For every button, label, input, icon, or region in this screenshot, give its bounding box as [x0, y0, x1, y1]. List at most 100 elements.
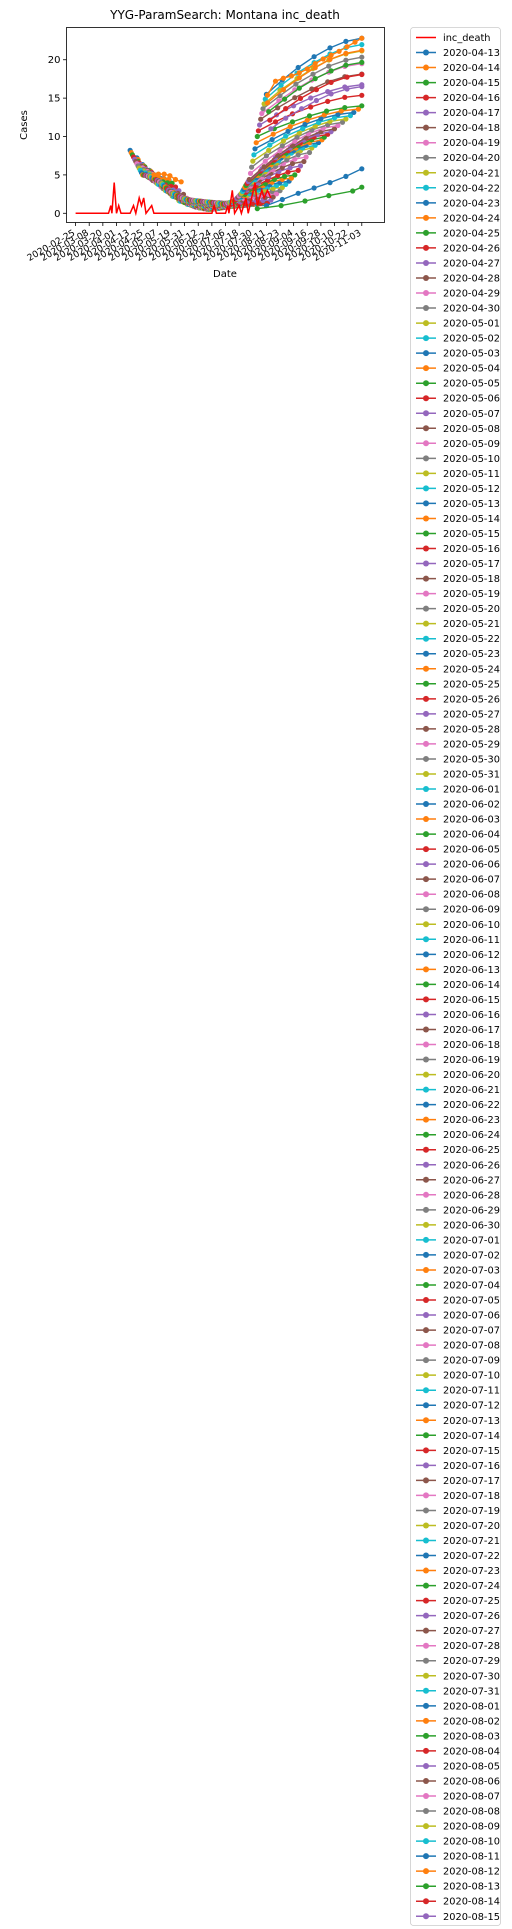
legend-label: 2020-06-23: [443, 1115, 500, 1126]
forecast-point: [256, 128, 261, 133]
forecast-point: [297, 86, 302, 91]
legend-marker: [423, 1312, 429, 1318]
legend-marker: [423, 455, 429, 461]
legend-marker: [423, 1883, 429, 1889]
forecast-point: [313, 61, 318, 66]
forecast-point: [342, 95, 347, 100]
legend-label: 2020-08-04: [443, 1746, 500, 1757]
legend-label: 2020-05-05: [443, 379, 500, 390]
forecast-point: [260, 106, 265, 111]
legend-label: 2020-07-30: [443, 1671, 500, 1682]
legend-marker: [423, 1658, 429, 1664]
legend-label: 2020-04-16: [443, 93, 500, 104]
legend-marker: [423, 591, 429, 597]
forecast-point: [281, 87, 286, 92]
forecast-point: [343, 58, 348, 63]
legend-marker: [423, 651, 429, 657]
legend-marker: [423, 621, 429, 627]
legend-marker: [423, 1868, 429, 1874]
legend-marker: [423, 1177, 429, 1183]
legend-label: 2020-07-21: [443, 1536, 500, 1547]
forecast-point: [167, 173, 172, 178]
legend-marker: [423, 861, 429, 867]
legend-label: 2020-05-11: [443, 469, 500, 480]
forecast-point: [327, 180, 332, 185]
legend-label: 2020-05-31: [443, 769, 500, 780]
legend-label: 2020-08-06: [443, 1776, 500, 1787]
legend-label: 2020-05-10: [443, 454, 500, 465]
legend-marker: [423, 1898, 429, 1904]
legend-label: 2020-06-08: [443, 890, 500, 901]
legend-label: 2020-05-01: [443, 319, 500, 330]
legend-marker: [423, 50, 429, 56]
legend-marker: [423, 1342, 429, 1348]
legend-label: 2020-05-16: [443, 544, 500, 555]
forecast-point: [359, 166, 364, 171]
legend-label: 2020-07-15: [443, 1446, 500, 1457]
forecast-point: [288, 124, 293, 129]
legend-label: 2020-04-17: [443, 108, 500, 119]
legend-label: 2020-08-10: [443, 1837, 500, 1848]
legend-marker: [423, 515, 429, 521]
legend-marker: [423, 936, 429, 942]
legend-marker: [423, 831, 429, 837]
legend-label: 2020-04-23: [443, 198, 500, 209]
forecast-point: [270, 137, 275, 142]
legend-label: 2020-08-08: [443, 1807, 500, 1818]
legend-label: 2020-08-12: [443, 1867, 500, 1878]
legend-marker: [423, 320, 429, 326]
forecast-point: [337, 49, 342, 54]
legend-marker: [423, 140, 429, 146]
legend-label: 2020-07-25: [443, 1596, 500, 1607]
legend-label: 2020-07-29: [443, 1656, 500, 1667]
legend-label: 2020-07-11: [443, 1386, 500, 1397]
legend-label: 2020-05-18: [443, 574, 500, 585]
y-axis-label: Cases: [19, 110, 30, 140]
forecast-point: [307, 113, 312, 118]
x-axis-label: Date: [213, 269, 237, 280]
legend-label: 2020-06-24: [443, 1130, 500, 1141]
legend-label: 2020-04-24: [443, 213, 500, 224]
forecast-point: [255, 206, 260, 211]
legend-label: 2020-06-09: [443, 905, 500, 916]
legend-label: 2020-08-07: [443, 1792, 500, 1803]
legend-label: 2020-07-24: [443, 1581, 500, 1592]
legend-marker: [423, 1538, 429, 1544]
legend-label: 2020-07-22: [443, 1551, 500, 1562]
legend-marker: [423, 1057, 429, 1063]
forecast-point: [290, 119, 295, 124]
forecast-point: [359, 48, 364, 53]
legend-label: 2020-07-03: [443, 1265, 500, 1276]
legend-marker: [423, 380, 429, 386]
legend-marker: [423, 1267, 429, 1273]
legend-label: 2020-05-22: [443, 634, 500, 645]
forecast-point: [314, 98, 319, 103]
legend-marker: [423, 966, 429, 972]
forecast-point: [262, 164, 267, 169]
y-tick-label: 15: [48, 94, 61, 105]
forecast-point: [285, 129, 290, 134]
legend-marker: [423, 1026, 429, 1032]
legend-label: 2020-06-03: [443, 815, 500, 826]
legend-label: 2020-08-01: [443, 1701, 500, 1712]
y-axis: 05101520: [48, 55, 67, 220]
legend-marker: [423, 1402, 429, 1408]
forecast-point: [266, 109, 271, 114]
forecast-point: [283, 134, 288, 139]
legend-marker: [423, 846, 429, 852]
legend-label: 2020-05-21: [443, 619, 500, 630]
forecast-point: [299, 106, 304, 111]
forecast-point: [352, 40, 357, 45]
legend-marker: [423, 1778, 429, 1784]
legend-label: 2020-06-20: [443, 1070, 500, 1081]
legend-marker: [423, 1357, 429, 1363]
forecast-point: [156, 172, 161, 177]
forecast-point: [249, 165, 254, 170]
forecast-point: [258, 117, 263, 122]
legend-marker: [423, 1507, 429, 1513]
forecast-point: [305, 66, 310, 71]
y-tick-label: 0: [54, 209, 60, 220]
legend-marker: [423, 1568, 429, 1574]
legend-label: 2020-05-02: [443, 334, 500, 345]
forecast-point: [329, 91, 334, 96]
